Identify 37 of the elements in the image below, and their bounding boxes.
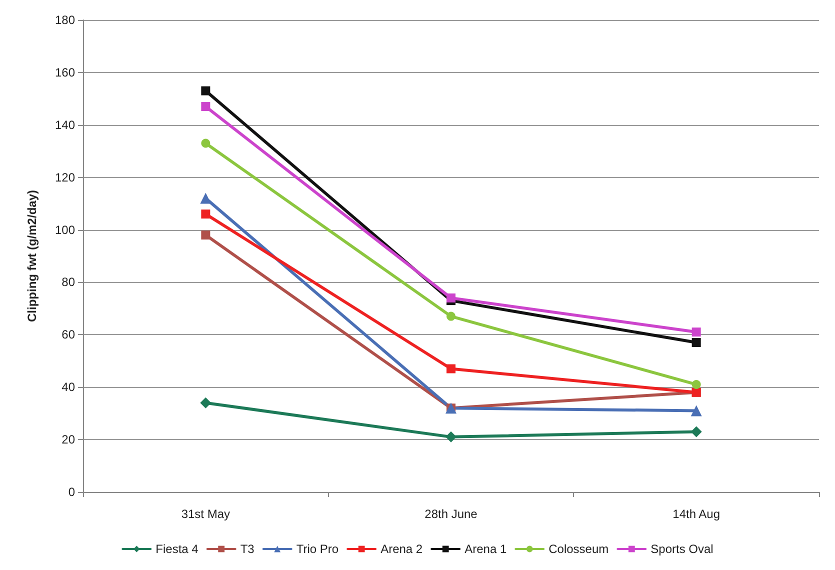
legend-label: Fiesta 4 <box>156 542 199 556</box>
legend-label: Trio Pro <box>296 542 339 556</box>
point <box>201 210 210 219</box>
legend-label: Sports Oval <box>650 542 714 556</box>
y-tick-label: 0 <box>68 485 76 499</box>
point <box>692 328 701 337</box>
point <box>690 405 702 416</box>
point <box>201 230 210 240</box>
point <box>201 86 210 96</box>
y-tick-label: 100 <box>54 222 76 237</box>
x-tick-label: 28th June <box>424 507 478 521</box>
y-tick-label: 20 <box>62 432 76 447</box>
point <box>201 138 210 148</box>
point <box>446 293 456 302</box>
y-tick-label: 140 <box>54 118 76 132</box>
point <box>200 397 212 408</box>
point <box>446 431 456 442</box>
x-tick-label: 31st May <box>181 507 230 521</box>
point <box>692 338 701 348</box>
y-tick-label: 40 <box>62 380 76 394</box>
x-tick-label: 14th Aug <box>672 507 720 521</box>
y-tick-label: 160 <box>54 65 76 80</box>
legend-label: Arena 2 <box>380 542 423 556</box>
y-tick-label: 120 <box>54 170 76 184</box>
y-tick-label: 80 <box>62 275 76 290</box>
y-axis-title: Clipping fwt (g/m2/day) <box>25 190 39 322</box>
legend-label: Colosseum <box>548 542 609 556</box>
point <box>692 380 701 389</box>
point <box>201 102 210 112</box>
point <box>446 364 456 374</box>
point <box>690 426 702 438</box>
legend-label: T3 <box>240 542 255 556</box>
y-tick-label: 180 <box>54 13 76 27</box>
point <box>200 192 212 204</box>
y-tick-label: 60 <box>62 328 76 342</box>
point <box>446 312 456 321</box>
legend-label: Arena 1 <box>464 542 507 556</box>
